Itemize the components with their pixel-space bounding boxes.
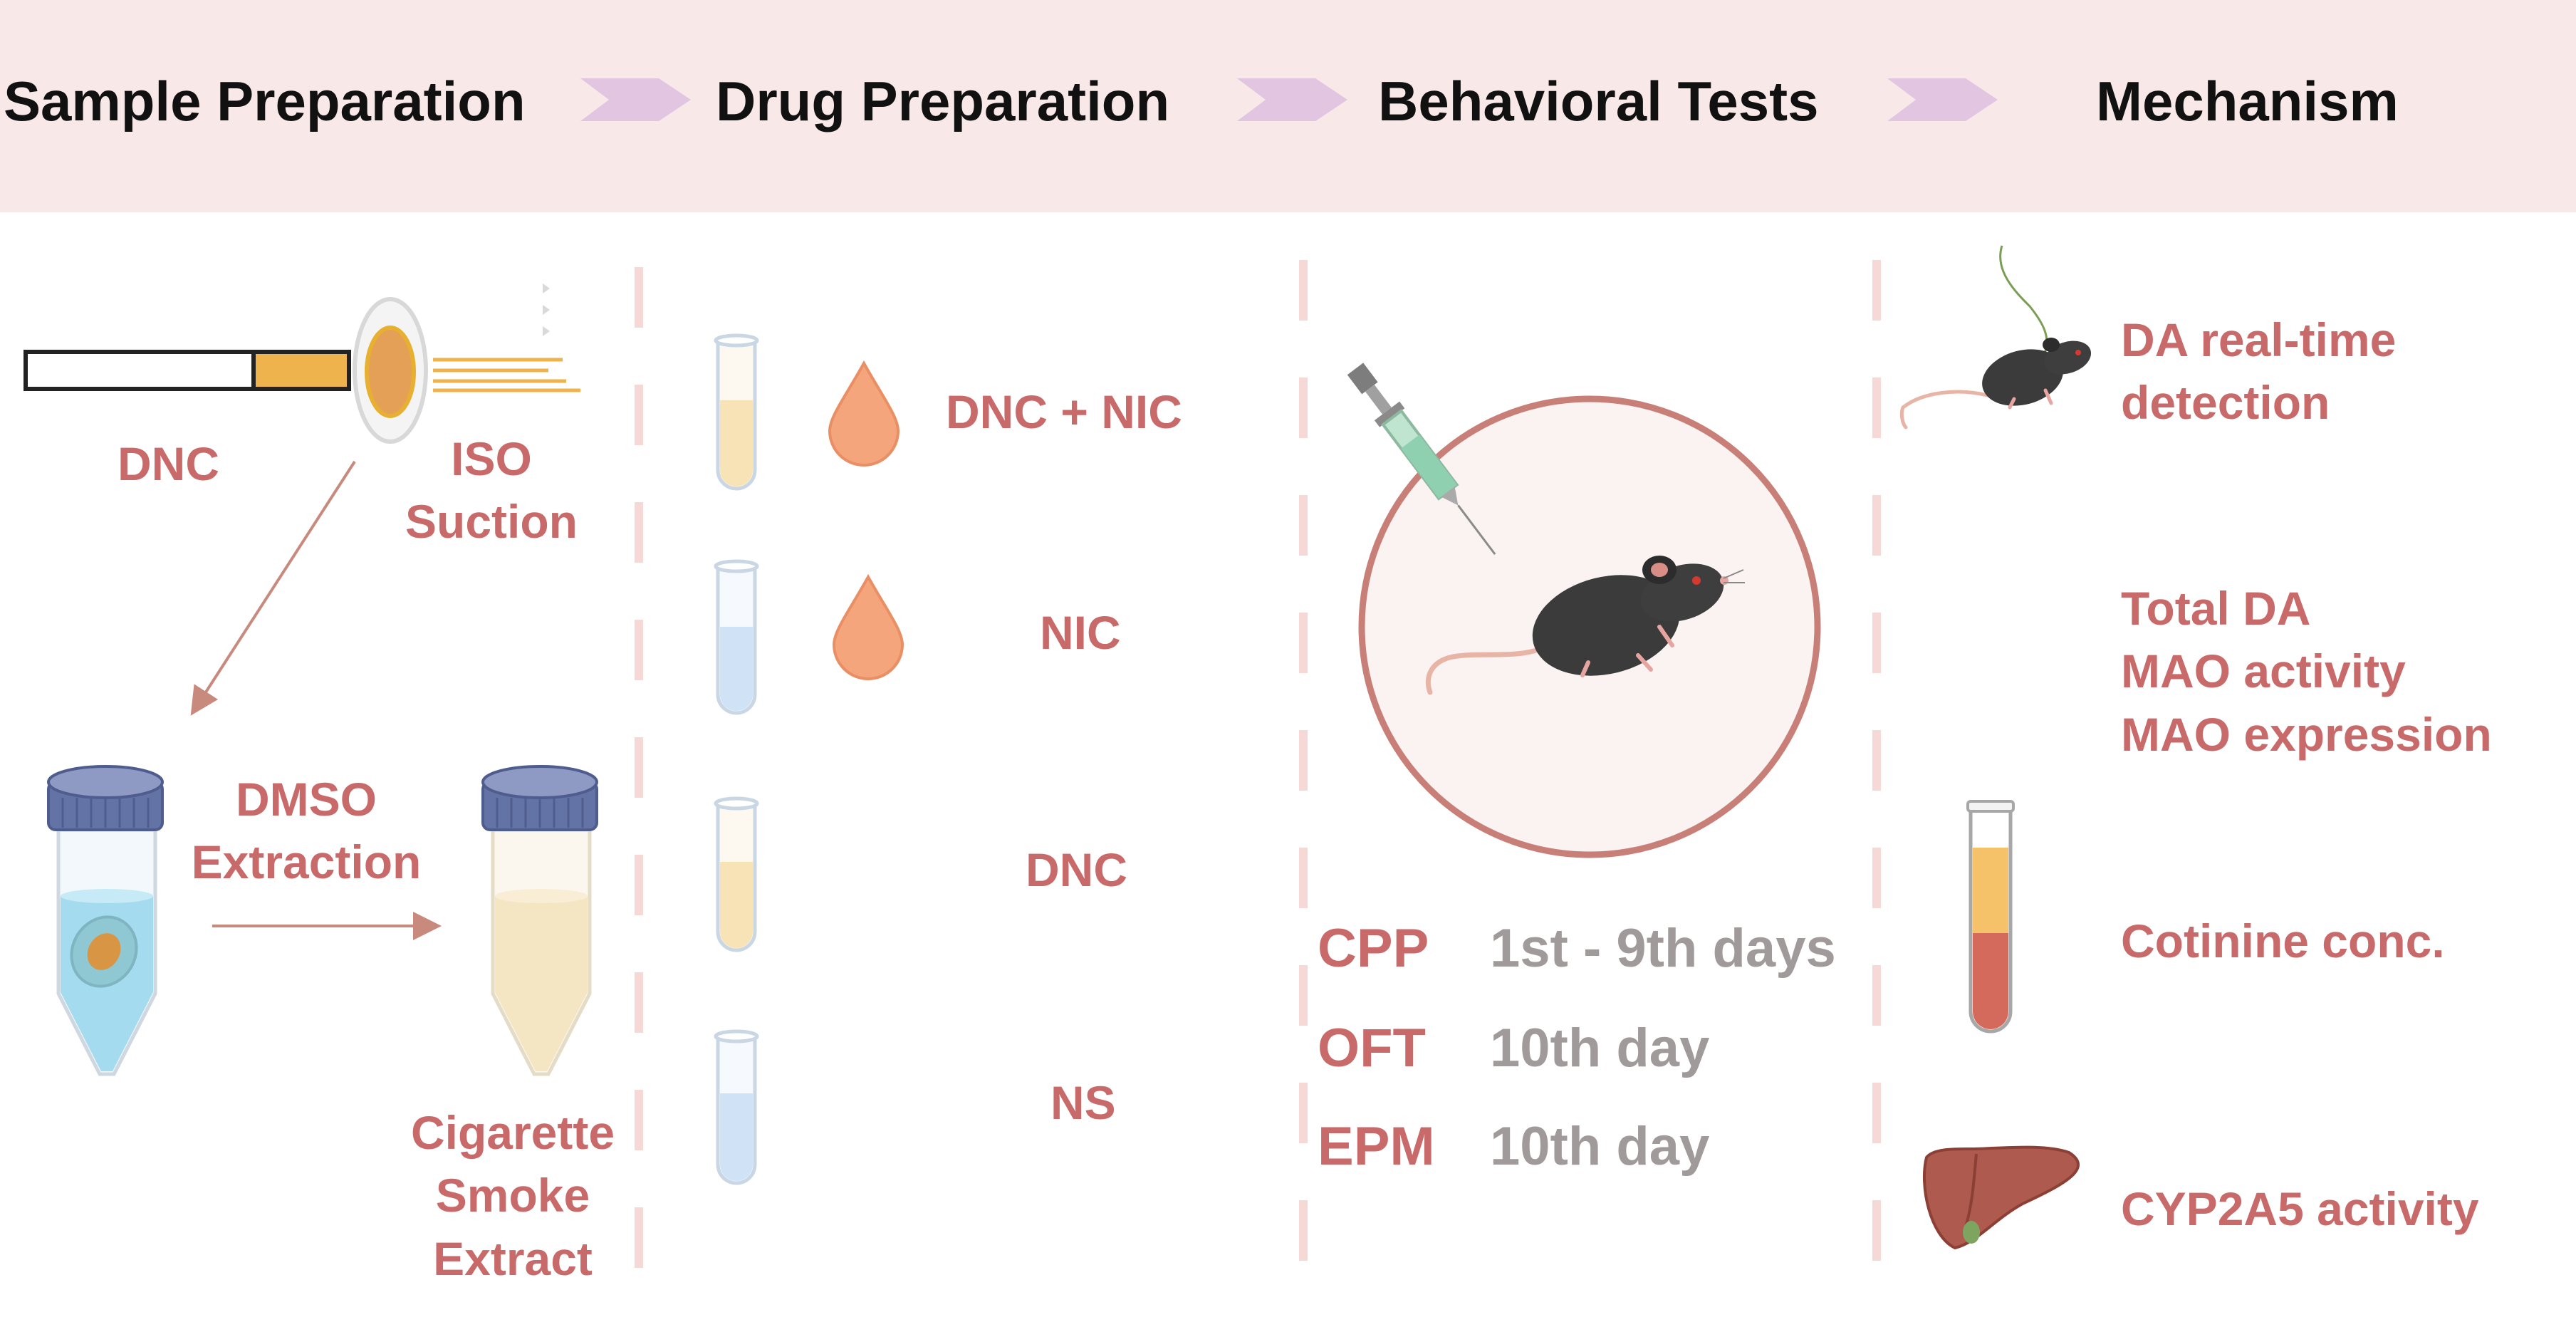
cotinine-label: Cotinine conc. [2121, 915, 2445, 967]
mouse-icon [1899, 245, 2092, 430]
smoke-lines-icon [433, 358, 580, 392]
chevron-arrow-icon [580, 78, 1998, 121]
blood-tube-icon [1966, 800, 2015, 1034]
cigarette-smoke-extract-label: Cigarette Smoke Extract [410, 1106, 615, 1285]
step-title-sample-preparation: Sample Preparation [4, 70, 526, 132]
dmso-extraction-label: DMSO Extraction [191, 773, 422, 889]
iso-suction-label: ISO Suction [405, 432, 578, 548]
drug-group-label: NS [1050, 1076, 1116, 1129]
test-days-label: 10th day [1490, 1116, 1710, 1177]
filter-pad-icon [353, 297, 428, 444]
test-tube-icon [714, 559, 759, 715]
liver-icon [1923, 1145, 2080, 1250]
drug-group-label: NIC [1040, 606, 1121, 659]
test-tube-icon [714, 796, 759, 952]
test-code-label: CPP [1318, 918, 1429, 979]
centrifuge-tube-icon [481, 765, 598, 1076]
drop-icon [832, 573, 904, 680]
da-detection-label: DA real-time detection [2121, 313, 2397, 430]
test-code-label: OFT [1318, 1018, 1426, 1078]
test-tube-icon [714, 1029, 759, 1185]
syringe-icon [1347, 363, 1496, 556]
drop-icon [828, 360, 900, 467]
dnc-label: DNC [118, 437, 219, 490]
test-code-label: EPM [1318, 1116, 1435, 1177]
test-days-label: 1st - 9th days [1490, 918, 1836, 979]
cigarette-icon [24, 350, 351, 391]
test-tube-icon [714, 333, 759, 491]
mouse-icon [1425, 556, 1745, 695]
step-title-drug-preparation: Drug Preparation [716, 70, 1170, 132]
airflow-arrow-icon [543, 283, 550, 336]
step-title-mechanism: Mechanism [2096, 70, 2399, 132]
cyp2a5-label: CYP2A5 activity [2121, 1182, 2479, 1235]
diagonal-arrow-icon [190, 460, 356, 716]
centrifuge-tube-icon [47, 765, 164, 1076]
column-divider [635, 260, 1881, 1282]
drug-group-label: DNC [1026, 843, 1127, 896]
step-title-behavioral-tests: Behavioral Tests [1378, 70, 1819, 132]
drug-group-label: DNC + NIC [946, 385, 1182, 438]
brain-assays-label: Total DA MAO activity MAO expression [2121, 582, 2492, 761]
test-days-label: 10th day [1490, 1018, 1710, 1078]
